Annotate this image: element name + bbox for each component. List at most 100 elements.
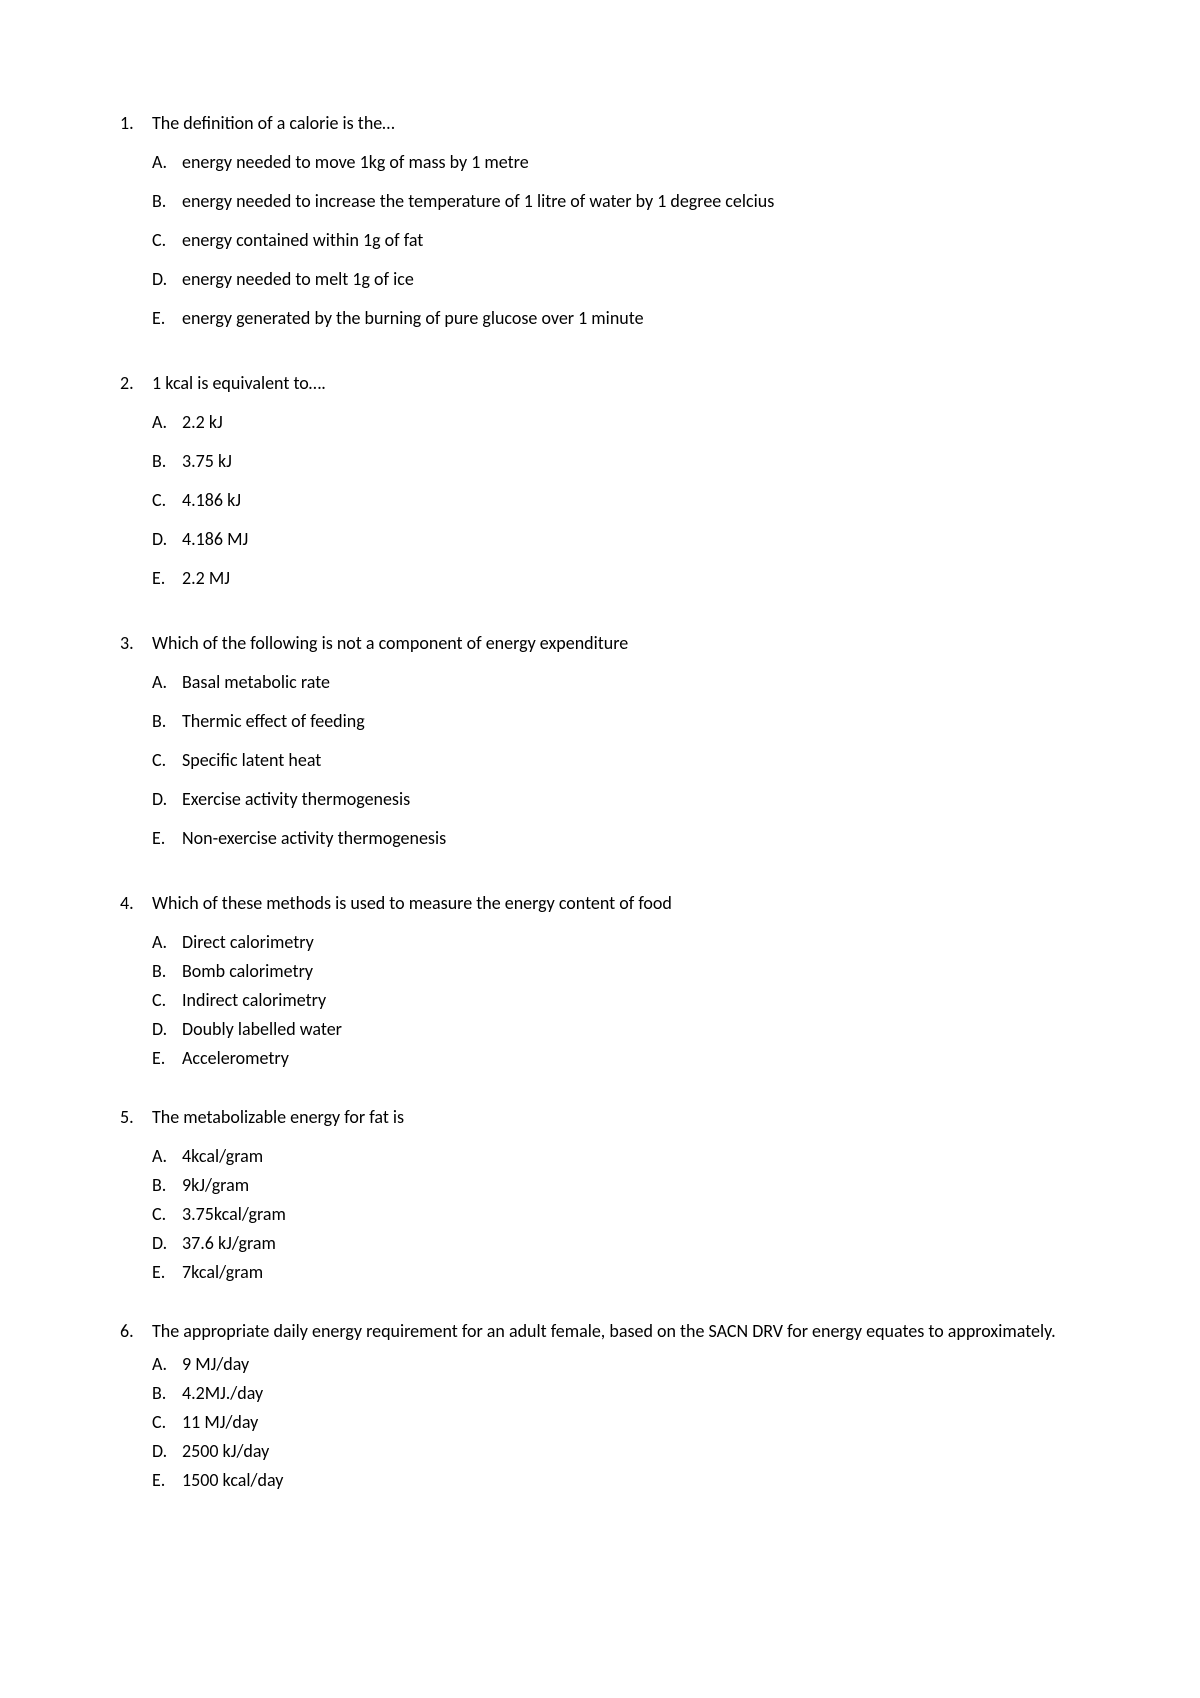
option-letter: C. (152, 1201, 182, 1228)
option-a: A. energy needed to move 1kg of mass by … (152, 149, 1080, 176)
question-text: The metabolizable energy for fat is (152, 1104, 1080, 1131)
option-letter: B. (152, 708, 182, 735)
option-letter: B. (152, 448, 182, 475)
option-letter: B. (152, 958, 182, 985)
option-b: B. energy needed to increase the tempera… (152, 188, 1080, 215)
option-d: D. 4.186 MJ (152, 526, 1080, 553)
option-text: energy needed to increase the temperatur… (182, 188, 1080, 215)
option-letter: C. (152, 987, 182, 1014)
option-text: Doubly labelled water (182, 1016, 1080, 1043)
option-letter: A. (152, 1351, 182, 1378)
option-text: Non-exercise activity thermogenesis (182, 825, 1080, 852)
option-text: 2.2 kJ (182, 409, 1080, 436)
option-e: E. 1500 kcal/day (152, 1467, 1080, 1494)
option-letter: A. (152, 409, 182, 436)
options-list: A. energy needed to move 1kg of mass by … (120, 149, 1080, 332)
question-5: 5. The metabolizable energy for fat is A… (120, 1104, 1080, 1286)
option-a: A. 4kcal/gram (152, 1143, 1080, 1170)
option-letter: C. (152, 227, 182, 254)
option-c: C. energy contained within 1g of fat (152, 227, 1080, 254)
question-number: 1. (120, 110, 152, 137)
option-text: 3.75 kJ (182, 448, 1080, 475)
option-text: 2.2 MJ (182, 565, 1080, 592)
option-text: Exercise activity thermogenesis (182, 786, 1080, 813)
option-text: 4.186 kJ (182, 487, 1080, 514)
option-a: A. Basal metabolic rate (152, 669, 1080, 696)
option-letter: A. (152, 669, 182, 696)
option-c: C. 11 MJ/day (152, 1409, 1080, 1436)
option-text: 4.186 MJ (182, 526, 1080, 553)
option-d: D. Exercise activity thermogenesis (152, 786, 1080, 813)
option-letter: C. (152, 747, 182, 774)
options-list: A. Basal metabolic rate B. Thermic effec… (120, 669, 1080, 852)
option-letter: D. (152, 1438, 182, 1465)
option-letter: A. (152, 1143, 182, 1170)
question-number: 3. (120, 630, 152, 657)
option-text: energy generated by the burning of pure … (182, 305, 1080, 332)
option-letter: D. (152, 1016, 182, 1043)
option-letter: B. (152, 1380, 182, 1407)
option-c: C. Indirect calorimetry (152, 987, 1080, 1014)
option-text: Direct calorimetry (182, 929, 1080, 956)
option-e: E. 2.2 MJ (152, 565, 1080, 592)
question-text: Which of the following is not a componen… (152, 630, 1080, 657)
question-number: 4. (120, 890, 152, 917)
option-letter: E. (152, 565, 182, 592)
option-letter: D. (152, 786, 182, 813)
question-number: 2. (120, 370, 152, 397)
options-list: A. Direct calorimetry B. Bomb calorimetr… (120, 929, 1080, 1072)
question-text: Which of these methods is used to measur… (152, 890, 1080, 917)
option-b: B. 4.2MJ./day (152, 1380, 1080, 1407)
option-b: B. Thermic effect of feeding (152, 708, 1080, 735)
option-text: 3.75kcal/gram (182, 1201, 1080, 1228)
option-letter: E. (152, 305, 182, 332)
option-c: C. 4.186 kJ (152, 487, 1080, 514)
option-letter: E. (152, 825, 182, 852)
question-row: 5. The metabolizable energy for fat is (120, 1104, 1080, 1131)
question-2: 2. 1 kcal is equivalent to…. A. 2.2 kJ B… (120, 370, 1080, 592)
option-text: 9kJ/gram (182, 1172, 1080, 1199)
question-number: 5. (120, 1104, 152, 1131)
option-letter: A. (152, 149, 182, 176)
question-row: 1. The definition of a calorie is the… (120, 110, 1080, 137)
option-a: A. 9 MJ/day (152, 1351, 1080, 1378)
option-b: B. Bomb calorimetry (152, 958, 1080, 985)
options-list: A. 2.2 kJ B. 3.75 kJ C. 4.186 kJ D. 4.18… (120, 409, 1080, 592)
option-text: 37.6 kJ/gram (182, 1230, 1080, 1257)
question-text: 1 kcal is equivalent to…. (152, 370, 1080, 397)
option-e: E. energy generated by the burning of pu… (152, 305, 1080, 332)
option-text: energy needed to move 1kg of mass by 1 m… (182, 149, 1080, 176)
option-text: 1500 kcal/day (182, 1467, 1080, 1494)
question-3: 3. Which of the following is not a compo… (120, 630, 1080, 852)
option-b: B. 3.75 kJ (152, 448, 1080, 475)
option-letter: E. (152, 1467, 182, 1494)
option-text: 7kcal/gram (182, 1259, 1080, 1286)
option-letter: E. (152, 1045, 182, 1072)
option-letter: B. (152, 188, 182, 215)
option-text: energy contained within 1g of fat (182, 227, 1080, 254)
option-text: 4.2MJ./day (182, 1380, 1080, 1407)
option-text: 11 MJ/day (182, 1409, 1080, 1436)
option-text: Indirect calorimetry (182, 987, 1080, 1014)
option-text: Specific latent heat (182, 747, 1080, 774)
option-a: A. Direct calorimetry (152, 929, 1080, 956)
options-list: A. 9 MJ/day B. 4.2MJ./day C. 11 MJ/day D… (120, 1351, 1080, 1494)
option-e: E. 7kcal/gram (152, 1259, 1080, 1286)
question-number: 6. (120, 1318, 152, 1345)
option-letter: C. (152, 487, 182, 514)
option-text: 2500 kJ/day (182, 1438, 1080, 1465)
option-text: Basal metabolic rate (182, 669, 1080, 696)
option-letter: D. (152, 1230, 182, 1257)
question-row: 4. Which of these methods is used to mea… (120, 890, 1080, 917)
option-letter: C. (152, 1409, 182, 1436)
question-4: 4. Which of these methods is used to mea… (120, 890, 1080, 1072)
option-text: Bomb calorimetry (182, 958, 1080, 985)
option-d: D. energy needed to melt 1g of ice (152, 266, 1080, 293)
option-letter: E. (152, 1259, 182, 1286)
option-e: E. Non-exercise activity thermogenesis (152, 825, 1080, 852)
question-text: The appropriate daily energy requirement… (152, 1318, 1080, 1345)
option-e: E. Accelerometry (152, 1045, 1080, 1072)
question-6: 6. The appropriate daily energy requirem… (120, 1318, 1080, 1494)
question-1: 1. The definition of a calorie is the… A… (120, 110, 1080, 332)
option-d: D. 2500 kJ/day (152, 1438, 1080, 1465)
